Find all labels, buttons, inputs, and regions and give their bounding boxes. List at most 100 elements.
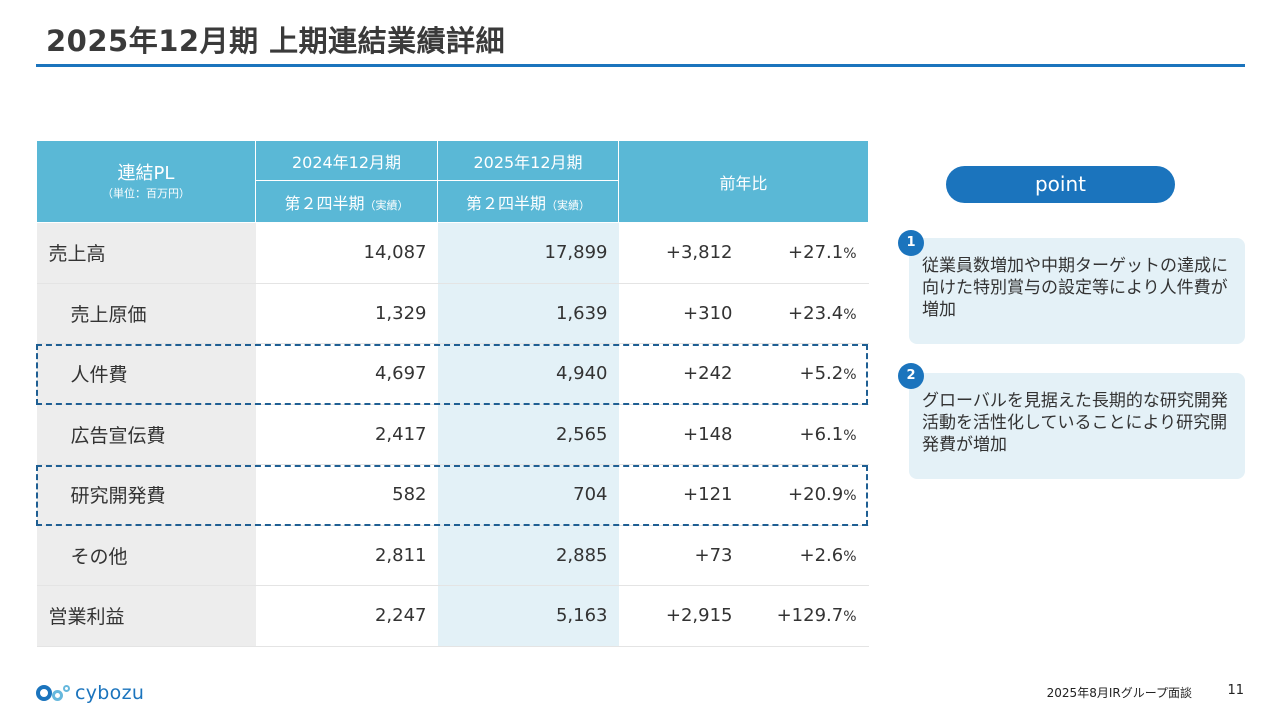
row-label: 売上高 [36,222,256,284]
table-row: 広告宣伝費 2,417 2,565 +148 +6.1% [36,404,869,465]
cybozu-logo-icon [36,681,74,705]
header-cur-quarter-label: 第２四半期 [465,193,546,213]
row-cur-value: 2,885 [437,525,619,586]
row-prev-value-text: 4,697 [374,363,427,385]
row-prev-value-text: 582 [392,484,427,506]
table-row: 売上高 14,087 17,899 +3,812 +27.1% [36,222,869,284]
row-diff-value: +242 [618,343,744,405]
row-cur-value-text: 4,940 [555,363,608,385]
row-diff-value: +73 [618,525,744,586]
row-pct-value-text: +129.7 [776,605,844,627]
cybozu-logo: cybozu [36,681,144,705]
row-cur-value-text: 1,639 [555,302,608,324]
row-label: その他 [36,525,256,586]
row-cur-value: 1,639 [437,283,619,344]
row-label-text: 研究開発費 [70,485,166,508]
row-pct-value-text: +5.2 [799,363,844,385]
row-diff-value: +3,812 [618,222,744,284]
percent-sign: % [843,306,857,323]
row-diff-value-text: +121 [683,484,733,506]
header-prev-period: 2024年12月期 [255,140,438,181]
header-prev-quarter-note: （実績） [364,198,409,212]
percent-sign: % [843,548,857,565]
row-cur-value: 704 [437,464,619,526]
row-label: 研究開発費 [36,464,256,526]
title-divider [36,64,1245,67]
point-item-1: 従業員数増加や中期ターゲットの達成に向けた特別賞与の設定等により人件費が増加 [909,238,1245,344]
point-badge-1: 1 [898,230,924,256]
row-prev-value-text: 1,329 [374,302,427,324]
footer-note: 2025年8月IRグループ面談 [1046,686,1192,700]
point-badge-2: 2 [898,363,924,389]
point-item-2: グローバルを見据えた長期的な研究開発活動を活性化していることにより研究開発費が増… [909,373,1245,479]
row-cur-value-text: 17,899 [544,242,608,264]
header-yoy: 前年比 [617,140,870,223]
row-pct-value-text: +27.1 [788,242,844,264]
row-label-text: 売上原価 [70,303,147,326]
table-row: 人件費 4,697 4,940 +242 +5.2% [36,343,869,405]
row-prev-value: 1,329 [255,283,438,344]
row-diff-value-text: +242 [683,363,733,385]
row-pct-value: +2.6% [743,525,869,586]
row-cur-value-text: 2,565 [555,423,608,445]
row-pct-value-text: +20.9 [788,484,844,506]
point-title: point [946,166,1175,203]
table-row: 営業利益 2,247 5,163 +2,915 +129.7% [36,585,869,647]
row-diff-value: +148 [618,404,744,465]
row-prev-value: 4,697 [255,343,438,405]
header-cur-period: 2025年12月期 [437,140,619,181]
row-label-text: 人件費 [70,364,128,387]
row-diff-value-text: +73 [694,544,733,566]
row-cur-value-text: 5,163 [555,605,608,627]
row-pct-value: +5.2% [743,343,869,405]
consolidated-pl-table: 連結PL （単位：百万円） 2024年12月期 2025年12月期 前年比 第２… [36,140,870,647]
logo-text: cybozu [75,682,145,704]
row-cur-value-text: 704 [573,484,608,506]
row-pct-value-text: +23.4 [788,302,844,324]
row-pct-value-text: +6.1 [799,423,844,445]
percent-sign: % [843,246,857,263]
row-diff-value-text: +2,915 [665,605,733,627]
row-label-text: 営業利益 [48,606,125,629]
header-cur-quarter: 第２四半期（実績） [437,180,619,223]
row-pct-value: +6.1% [743,404,869,465]
header-unit: （単位：百万円） [102,187,190,201]
row-label: 売上原価 [36,283,256,344]
percent-sign: % [843,488,857,505]
percent-sign: % [843,609,857,626]
row-diff-value: +310 [618,283,744,344]
row-prev-value-text: 2,247 [374,605,427,627]
row-cur-value: 17,899 [437,222,619,284]
row-cur-value: 4,940 [437,343,619,405]
percent-sign: % [843,367,857,384]
table-row: その他 2,811 2,885 +73 +2.6% [36,525,869,586]
row-label: 広告宣伝費 [36,404,256,465]
row-diff-value-text: +310 [683,302,733,324]
table-row: 売上原価 1,329 1,639 +310 +23.4% [36,283,869,344]
row-prev-value: 14,087 [255,222,438,284]
row-label-text: その他 [70,545,128,568]
row-label: 人件費 [36,343,256,405]
row-pct-value: +20.9% [743,464,869,526]
row-pct-value-text: +2.6 [799,544,844,566]
percent-sign: % [843,427,857,444]
page-number: 11 [1227,683,1244,698]
row-diff-value: +121 [618,464,744,526]
header-label-main: 連結PL [117,162,175,184]
row-label-text: 広告宣伝費 [70,424,166,447]
row-cur-value: 2,565 [437,404,619,465]
row-prev-value-text: 2,417 [374,423,427,445]
table-row: 研究開発費 582 704 +121 +20.9% [36,464,869,526]
row-prev-value: 2,811 [255,525,438,586]
row-diff-value: +2,915 [618,585,744,647]
header-label-cell: 連結PL （単位：百万円） [36,140,256,223]
point-text-1: 従業員数増加や中期ターゲットの達成に向けた特別賞与の設定等により人件費が増加 [922,256,1228,320]
header-prev-quarter-label: 第２四半期 [284,193,365,213]
row-cur-value: 5,163 [437,585,619,647]
row-prev-value: 582 [255,464,438,526]
header-cur-quarter-note: （実績） [546,198,590,212]
page-title: 2025年12月期 上期連結業績詳細 [46,24,506,58]
row-label: 営業利益 [36,585,256,647]
row-prev-value-text: 14,087 [363,242,427,264]
row-diff-value-text: +148 [683,423,733,445]
